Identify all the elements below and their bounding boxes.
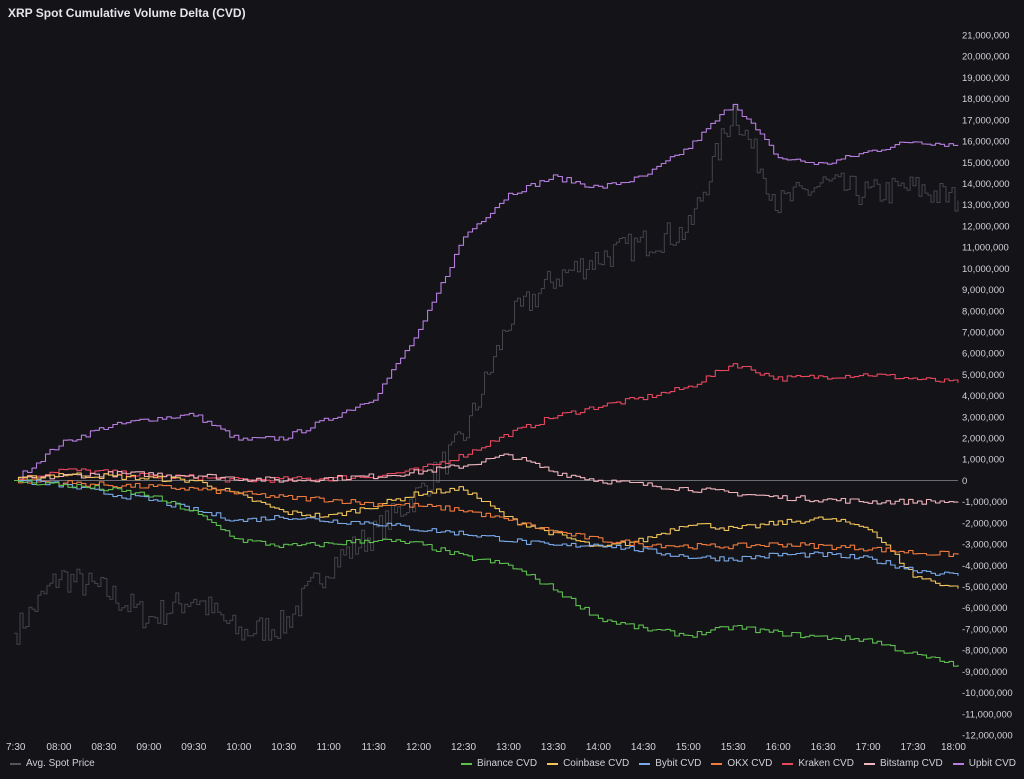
legend-label: Kraken CVD	[798, 758, 854, 769]
legend-item-kraken-cvd[interactable]: Kraken CVD	[782, 758, 854, 769]
y-tick-label: 14,000,000	[962, 179, 1010, 190]
legend-item-binance-cvd[interactable]: Binance CVD	[461, 758, 537, 769]
y-tick-label: 7,000,000	[962, 327, 1004, 338]
y-tick-label: -4,000,000	[962, 561, 1007, 572]
y-tick-label: -3,000,000	[962, 540, 1007, 551]
legend-swatch	[782, 762, 794, 765]
x-tick-label: 14:30	[631, 742, 656, 753]
legend-swatch	[639, 762, 651, 765]
upbit-cvd-line	[14, 103, 959, 482]
x-tick-label: 08:30	[91, 742, 116, 753]
y-tick-label: 9,000,000	[962, 285, 1004, 296]
legend-price-label: Avg. Spot Price	[26, 758, 95, 769]
x-tick-label: 08:00	[46, 742, 71, 753]
y-tick-label: 10,000,000	[962, 264, 1010, 275]
x-tick-label: 11:30	[361, 742, 386, 753]
price-layer	[14, 105, 959, 645]
y-tick-label: 18,000,000	[962, 94, 1010, 105]
series-layer	[14, 103, 959, 667]
y-tick-label: 21,000,000	[962, 31, 1010, 42]
x-tick-label: 17:00	[856, 742, 881, 753]
x-tick-label: 16:30	[811, 742, 836, 753]
x-tick-label: 14:00	[586, 742, 611, 753]
binance-cvd-line	[14, 479, 959, 667]
y-tick-label: 19,000,000	[962, 73, 1010, 84]
legend-item-upbit-cvd[interactable]: Upbit CVD	[952, 758, 1016, 769]
y-tick-label: -10,000,000	[962, 688, 1013, 699]
y-tick-label: 4,000,000	[962, 391, 1004, 402]
y-tick-label: -11,000,000	[962, 709, 1012, 720]
x-tick-label: 17:30	[901, 742, 926, 753]
y-tick-label: -1,000,000	[962, 497, 1007, 508]
y-tick-label: 17,000,000	[962, 115, 1010, 126]
legend-swatch	[863, 762, 875, 765]
y-tick-label: -6,000,000	[962, 603, 1007, 614]
legend-label: OKX CVD	[727, 758, 773, 769]
y-tick-label: -5,000,000	[962, 582, 1007, 593]
coinbase-cvd-line	[14, 472, 959, 589]
x-tick-label: 11:00	[317, 742, 342, 753]
legend-swatch	[461, 762, 473, 765]
y-tick-label: 0	[962, 476, 967, 487]
x-tick-label: 18:00	[941, 742, 966, 753]
legend-label: Coinbase CVD	[563, 758, 630, 769]
legend-price-swatch	[10, 762, 21, 765]
x-tick-label: 13:00	[496, 742, 521, 753]
y-axis: 21,000,000 20,000,000 19,000,000 18,000,000…	[962, 31, 1013, 742]
legend-swatch	[711, 762, 723, 765]
legend-label: Bybit CVD	[655, 758, 702, 769]
legend-item-bybit-cvd[interactable]: Bybit CVD	[639, 758, 701, 769]
price-line	[14, 105, 959, 645]
y-tick-label: -9,000,000	[962, 667, 1007, 678]
x-tick-label: 15:30	[721, 742, 746, 753]
kraken-cvd-line	[14, 363, 959, 483]
x-tick-label: 10:00	[226, 742, 251, 753]
y-tick-label: -2,000,000	[962, 518, 1007, 529]
x-tick-label: 7:30	[6, 742, 26, 753]
legend-price[interactable]: Avg. Spot Price	[10, 758, 95, 769]
legend-label: Binance CVD	[477, 758, 538, 769]
x-tick-label: 09:00	[136, 742, 161, 753]
y-tick-label: 11,000,000	[962, 243, 1009, 254]
y-tick-label: 13,000,000	[962, 200, 1010, 211]
y-tick-label: -8,000,000	[962, 646, 1007, 657]
y-tick-label: 16,000,000	[962, 137, 1010, 148]
x-tick-label: 09:30	[181, 742, 206, 753]
y-tick-label: 12,000,000	[962, 221, 1010, 232]
y-tick-label: 20,000,000	[962, 52, 1010, 63]
legend-label: Upbit CVD	[968, 758, 1016, 769]
bitstamp-cvd-line	[14, 453, 959, 505]
y-tick-label: 3,000,000	[962, 412, 1004, 423]
y-tick-label: 2,000,000	[962, 434, 1004, 445]
x-tick-label: 15:00	[676, 742, 701, 753]
legend-item-coinbase-cvd[interactable]: Coinbase CVD	[547, 758, 629, 769]
legend-swatch	[952, 762, 964, 765]
legend-series: Binance CVD Coinbase CVD Bybit CVD OKX CVD K…	[461, 758, 1016, 769]
y-tick-label: -12,000,000	[962, 731, 1013, 742]
y-tick-label: 5,000,000	[962, 370, 1004, 381]
legend-swatch	[547, 762, 559, 765]
x-tick-label: 16:00	[766, 742, 791, 753]
legend-item-bitstamp-cvd[interactable]: Bitstamp CVD	[863, 758, 943, 769]
y-tick-label: 1,000,000	[962, 455, 1004, 466]
x-tick-label: 13:30	[541, 742, 566, 753]
y-tick-label: 15,000,000	[962, 158, 1010, 169]
legend-item-okx-cvd[interactable]: OKX CVD	[711, 758, 772, 769]
legend-label: Bitstamp CVD	[879, 758, 943, 769]
y-tick-label: -7,000,000	[962, 624, 1007, 635]
x-tick-label: 12:30	[451, 742, 476, 753]
chart-title: XRP Spot Cumulative Volume Delta (CVD)	[8, 6, 246, 20]
okx-cvd-line	[14, 478, 959, 557]
y-tick-label: 6,000,000	[962, 349, 1004, 360]
y-tick-label: 8,000,000	[962, 306, 1004, 317]
x-tick-label: 12:00	[406, 742, 431, 753]
bybit-cvd-line	[14, 479, 959, 576]
x-tick-label: 10:30	[271, 742, 296, 753]
x-axis: 7:30 08:00 08:30 09:00 09:30 10:00 10:30 11:00 1…	[6, 742, 966, 753]
